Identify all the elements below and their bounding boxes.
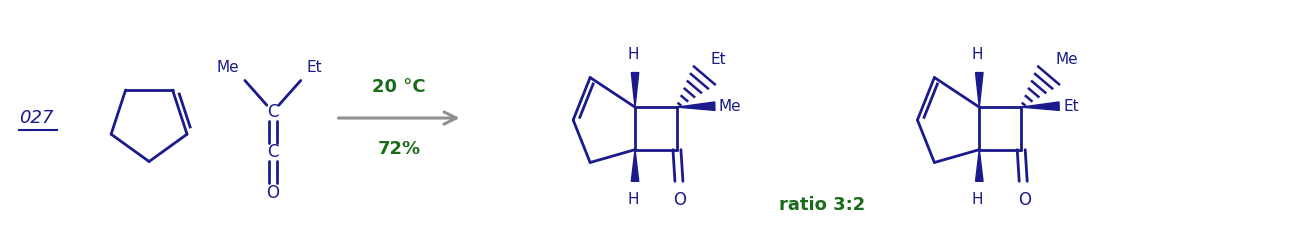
Text: H: H — [628, 47, 638, 62]
Text: C: C — [266, 103, 278, 121]
Text: Et: Et — [1063, 99, 1079, 114]
Text: Et: Et — [711, 52, 727, 67]
Polygon shape — [1022, 102, 1060, 110]
Polygon shape — [975, 72, 983, 107]
Polygon shape — [632, 150, 638, 181]
Polygon shape — [677, 102, 715, 110]
Text: 72%: 72% — [377, 140, 421, 158]
Polygon shape — [632, 72, 638, 107]
Text: O: O — [673, 191, 686, 209]
Text: Me: Me — [1056, 52, 1078, 67]
Text: C: C — [266, 143, 278, 161]
Text: O: O — [1018, 191, 1031, 209]
Text: Me: Me — [216, 60, 239, 75]
Text: ratio 3:2: ratio 3:2 — [779, 196, 866, 214]
Text: 027: 027 — [20, 109, 53, 127]
Text: H: H — [971, 192, 983, 207]
Text: H: H — [628, 192, 638, 207]
Text: H: H — [971, 47, 983, 62]
Text: 20 °C: 20 °C — [372, 78, 426, 96]
Polygon shape — [975, 150, 983, 181]
Text: Me: Me — [719, 99, 741, 114]
Text: Et: Et — [307, 60, 322, 75]
Text: O: O — [266, 184, 280, 202]
